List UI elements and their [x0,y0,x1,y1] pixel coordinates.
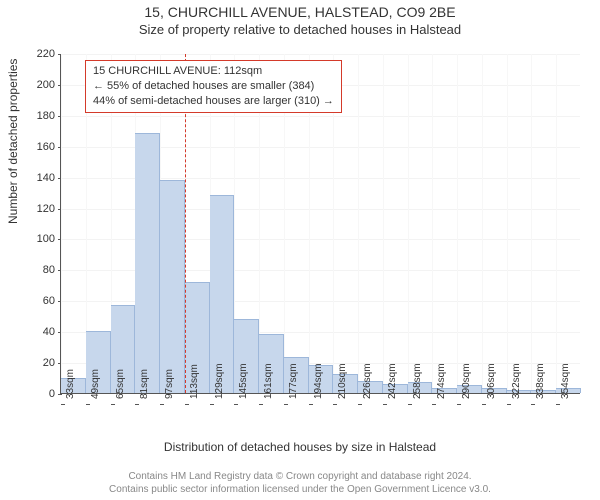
xtick-label: 242sqm [387,363,398,399]
gridline-v [507,54,508,393]
xtick-label: 81sqm [139,369,150,399]
gridline-v [432,54,433,393]
xtick-label: 49sqm [90,369,101,399]
ytick-label: 40 [43,326,61,338]
gridline-v [61,54,62,393]
xtick-label: 354sqm [560,363,571,399]
xtick-label: 322sqm [511,363,522,399]
gridline-v [358,54,359,393]
ytick-label: 60 [43,295,61,307]
histogram-bar [160,180,185,393]
gridline-v [482,54,483,393]
chart-container: Number of detached properties 0204060801… [0,44,600,444]
attribution-text: Contains HM Land Registry data © Crown c… [0,470,600,496]
ytick-label: 220 [37,48,61,60]
xtick-label: 161sqm [263,363,274,399]
gridline-v [556,54,557,393]
callout-line: 15 CHURCHILL AVENUE: 112sqm [93,64,334,79]
xtick-label: 145sqm [238,363,249,399]
ytick-label: 160 [37,141,61,153]
callout-box: 15 CHURCHILL AVENUE: 112sqm← 55% of deta… [85,60,342,113]
callout-line: ← 55% of detached houses are smaller (38… [93,79,334,94]
xtick-label: 33sqm [65,369,76,399]
xtick-label: 177sqm [288,363,299,399]
xtick-label: 129sqm [214,363,225,399]
chart-subtitle: Size of property relative to detached ho… [0,22,600,37]
xtick-label: 274sqm [436,363,447,399]
plot-area: 02040608010012014016018020022033sqm49sqm… [60,54,580,394]
ytick-label: 140 [37,172,61,184]
gridline-h [61,116,580,117]
page-title: 15, CHURCHILL AVENUE, HALSTEAD, CO9 2BE [0,4,600,20]
callout-line: 44% of semi-detached houses are larger (… [93,94,334,109]
xtick-label: 194sqm [313,363,324,399]
xtick-label: 97sqm [164,369,175,399]
xtick-label: 290sqm [461,363,472,399]
gridline-v [457,54,458,393]
ytick-label: 0 [49,388,61,400]
attribution-line-1: Contains HM Land Registry data © Crown c… [0,470,600,483]
xtick-label: 113sqm [189,364,200,399]
ytick-label: 100 [37,233,61,245]
x-axis-label: Distribution of detached houses by size … [0,440,600,454]
ytick-label: 120 [37,203,61,215]
attribution-line-2: Contains public sector information licen… [0,483,600,496]
ytick-label: 20 [43,357,61,369]
xtick-label: 210sqm [337,363,348,399]
gridline-v [408,54,409,393]
y-axis-label: Number of detached properties [6,59,20,224]
ytick-label: 80 [43,264,61,276]
xtick-label: 226sqm [362,363,373,399]
xtick-label: 338sqm [535,363,546,399]
ytick-label: 200 [37,79,61,91]
histogram-bar [135,133,160,393]
ytick-label: 180 [37,110,61,122]
xtick-label: 65sqm [115,369,126,399]
gridline-h [61,54,580,55]
xtick-label: 258sqm [412,363,423,399]
gridline-v [531,54,532,393]
gridline-v [383,54,384,393]
xtick-label: 306sqm [486,363,497,399]
